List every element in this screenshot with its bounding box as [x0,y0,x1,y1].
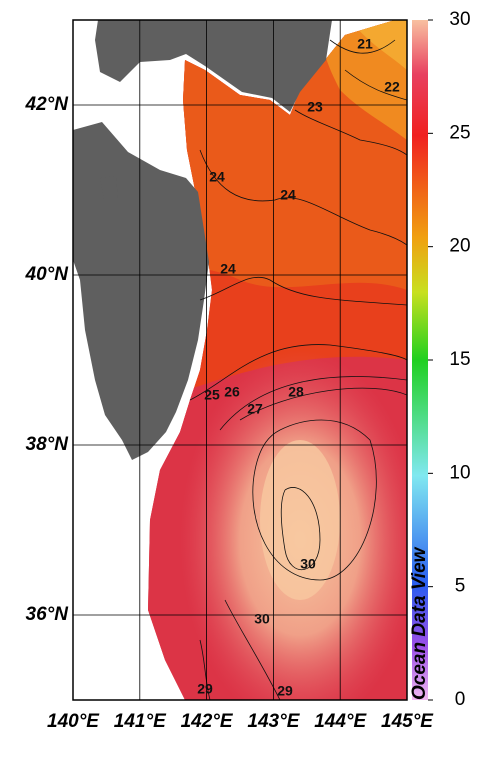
colorbar-label: 20 [449,236,470,257]
map-frame [72,19,408,701]
map-area [73,20,407,700]
contour-label: 25 [204,387,220,403]
colorbar-label: 0 [455,689,466,710]
contour-label: 30 [300,556,316,572]
y-tick-label: 38°N [26,434,70,455]
credit: Ocean Data View [409,546,430,700]
x-tick-label: 144°E [314,711,367,732]
y-tick-label: 40°N [25,264,70,285]
land-honshu [73,122,209,460]
contour-label: 29 [277,683,293,699]
contour-label: 21 [357,36,373,52]
x-tick-label: 141°E [114,711,167,732]
y-tick-label: 42°N [25,94,70,115]
contour-label: 27 [247,401,263,417]
x-tick-label: 145°E [381,711,434,732]
colorbar-label: 15 [449,349,470,370]
contour-label: 30 [254,611,270,627]
colorbar-label: 25 [449,122,470,143]
land-hokkaido [95,20,332,112]
x-tick-label: 143°E [247,711,300,732]
contour-label: 26 [224,384,240,400]
contour-label: 28 [288,384,304,400]
colorbar [412,20,428,700]
contour-label: 23 [307,99,323,115]
x-tick-label: 140°E [47,711,100,732]
contour-label: 24 [220,261,236,277]
colorbar-label: 30 [449,9,470,30]
x-tick-label: 142°E [181,711,234,732]
contour-label: 24 [209,169,225,185]
grid [73,20,407,700]
contour-label: 29 [197,681,213,697]
colorbar-label: 5 [455,576,466,597]
contour-label: 24 [280,187,296,203]
y-tick-label: 36°N [26,604,70,625]
colorbar-label: 10 [449,462,470,483]
land-small [100,176,118,200]
contour-label: 22 [384,79,400,95]
